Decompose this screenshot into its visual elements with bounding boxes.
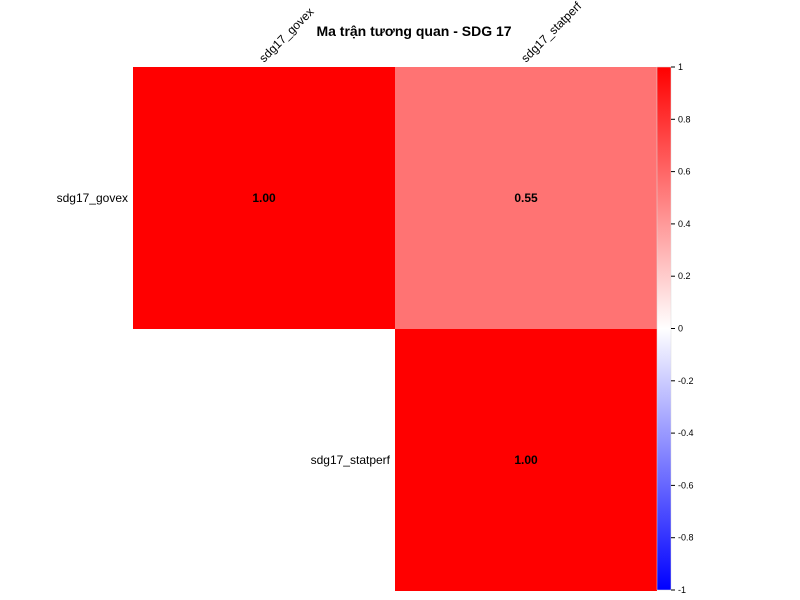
row-label-1: sdg17_statperf xyxy=(311,453,391,467)
legend-tick-label-10: -1 xyxy=(678,585,686,595)
legend-tick-label-6: -0.2 xyxy=(678,376,694,386)
cell-value-label-1-1: 1.00 xyxy=(514,453,538,467)
legend-tick-label-8: -0.6 xyxy=(678,480,694,490)
heatmap-cell-1-1 xyxy=(395,329,657,591)
legend-tick-label-3: 0.4 xyxy=(678,219,691,229)
heatmap-cell-0-0 xyxy=(133,67,395,329)
heatmap-cell-0-1 xyxy=(395,67,657,329)
legend-tick-label-0: 1 xyxy=(678,62,683,72)
chart-title: Ma trận tương quan - SDG 17 xyxy=(316,23,511,39)
color-scale-bar xyxy=(656,66,672,591)
cell-value-label-0-0: 1.00 xyxy=(252,191,276,205)
color-legend: 1 0.8 0.6 0.4 0.2 0 -0.2 -0.4 -0.6 -0.8 -1 xyxy=(656,62,694,595)
legend-tick-label-9: -0.8 xyxy=(678,533,694,543)
legend-tick-label-2: 0.6 xyxy=(678,167,691,177)
heatmap-cells: 1.00 0.55 1.00 xyxy=(133,67,657,591)
legend-tick-label-7: -0.4 xyxy=(678,428,694,438)
column-label-1: sdg17_statperf xyxy=(518,0,585,65)
row-label-0: sdg17_govex xyxy=(57,191,128,205)
column-label-0: sdg17_govex xyxy=(256,5,316,65)
legend-tick-label-4: 0.2 xyxy=(678,271,691,281)
legend-tick-label-5: 0 xyxy=(678,324,683,334)
cell-value-label-0-1: 0.55 xyxy=(514,191,538,205)
legend-tick-label-1: 0.8 xyxy=(678,114,691,124)
